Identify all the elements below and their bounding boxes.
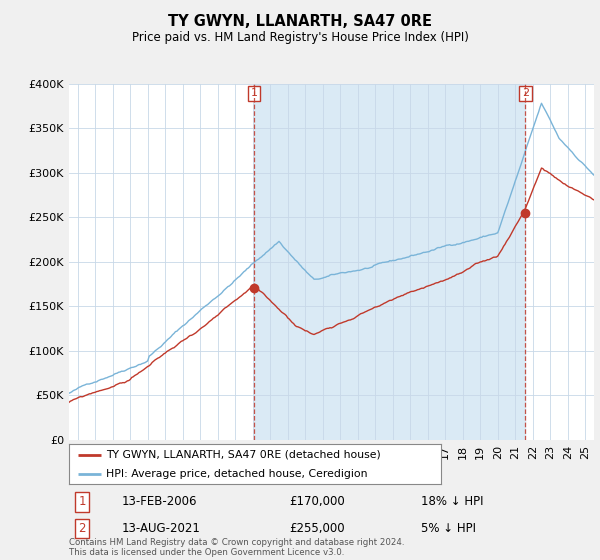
Text: 2: 2 [522, 88, 529, 99]
Text: 1: 1 [79, 495, 86, 508]
Text: TY GWYN, LLANARTH, SA47 0RE: TY GWYN, LLANARTH, SA47 0RE [168, 14, 432, 29]
Text: £170,000: £170,000 [290, 495, 345, 508]
Text: 13-FEB-2006: 13-FEB-2006 [121, 495, 197, 508]
Text: 1: 1 [251, 88, 258, 99]
Text: 2: 2 [79, 522, 86, 535]
Text: HPI: Average price, detached house, Ceredigion: HPI: Average price, detached house, Cere… [106, 469, 368, 479]
Text: Contains HM Land Registry data © Crown copyright and database right 2024.
This d: Contains HM Land Registry data © Crown c… [69, 538, 404, 557]
Text: Price paid vs. HM Land Registry's House Price Index (HPI): Price paid vs. HM Land Registry's House … [131, 31, 469, 44]
Text: 13-AUG-2021: 13-AUG-2021 [121, 522, 200, 535]
Text: 5% ↓ HPI: 5% ↓ HPI [421, 522, 476, 535]
Bar [254, 84, 526, 440]
Text: 18% ↓ HPI: 18% ↓ HPI [421, 495, 483, 508]
Text: TY GWYN, LLANARTH, SA47 0RE (detached house): TY GWYN, LLANARTH, SA47 0RE (detached ho… [106, 450, 381, 460]
Text: £255,000: £255,000 [290, 522, 345, 535]
